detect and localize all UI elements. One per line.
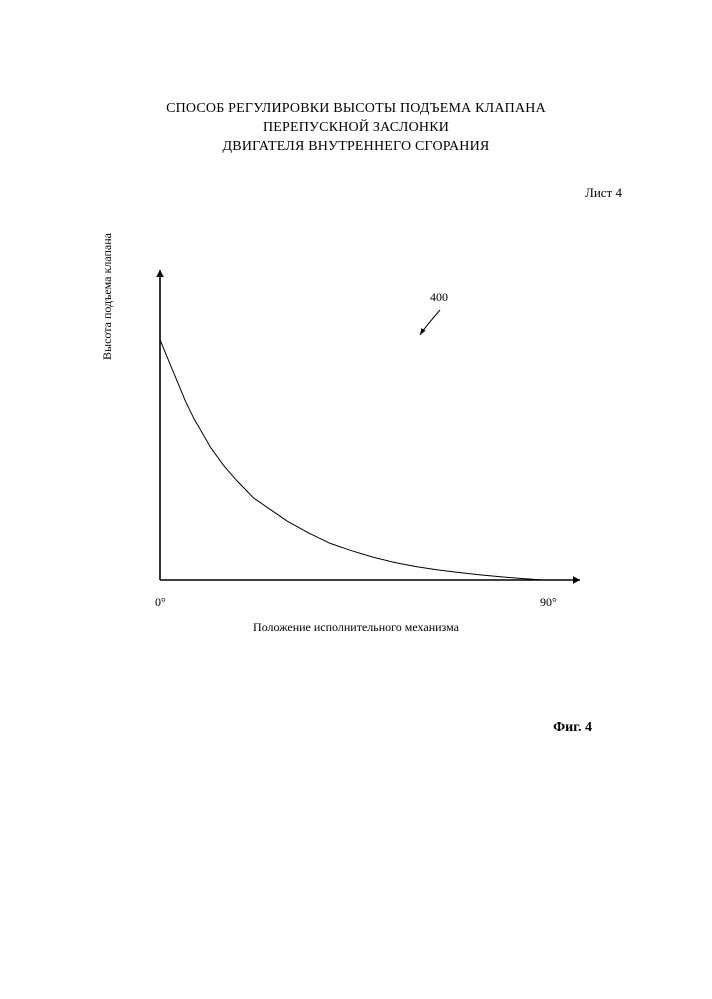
- title-line-1: СПОСОБ РЕГУЛИРОВКИ ВЫСОТЫ ПОДЪЕМА КЛАПАН…: [0, 100, 712, 119]
- sheet-label: Лист 4: [585, 185, 622, 201]
- chart: [130, 250, 600, 610]
- title-line-3: ДВИГАТЕЛЯ ВНУТРЕННЕГО СГОРАНИЯ: [0, 138, 712, 157]
- x-tick-0: 0°: [155, 595, 166, 610]
- title-line-2: ПЕРЕПУСКНОЙ ЗАСЛОНКИ: [0, 119, 712, 138]
- x-tick-90: 90°: [540, 595, 557, 610]
- y-axis-label: Высота подъема клапана: [100, 233, 115, 360]
- chart-svg: [130, 250, 600, 610]
- curve-callout-label: 400: [430, 290, 448, 305]
- figure-label: Фиг. 4: [553, 720, 592, 736]
- x-axis-label: Положение исполнительного механизма: [0, 620, 712, 635]
- document-title: СПОСОБ РЕГУЛИРОВКИ ВЫСОТЫ ПОДЪЕМА КЛАПАН…: [0, 100, 712, 157]
- page: СПОСОБ РЕГУЛИРОВКИ ВЫСОТЫ ПОДЪЕМА КЛАПАН…: [0, 0, 712, 999]
